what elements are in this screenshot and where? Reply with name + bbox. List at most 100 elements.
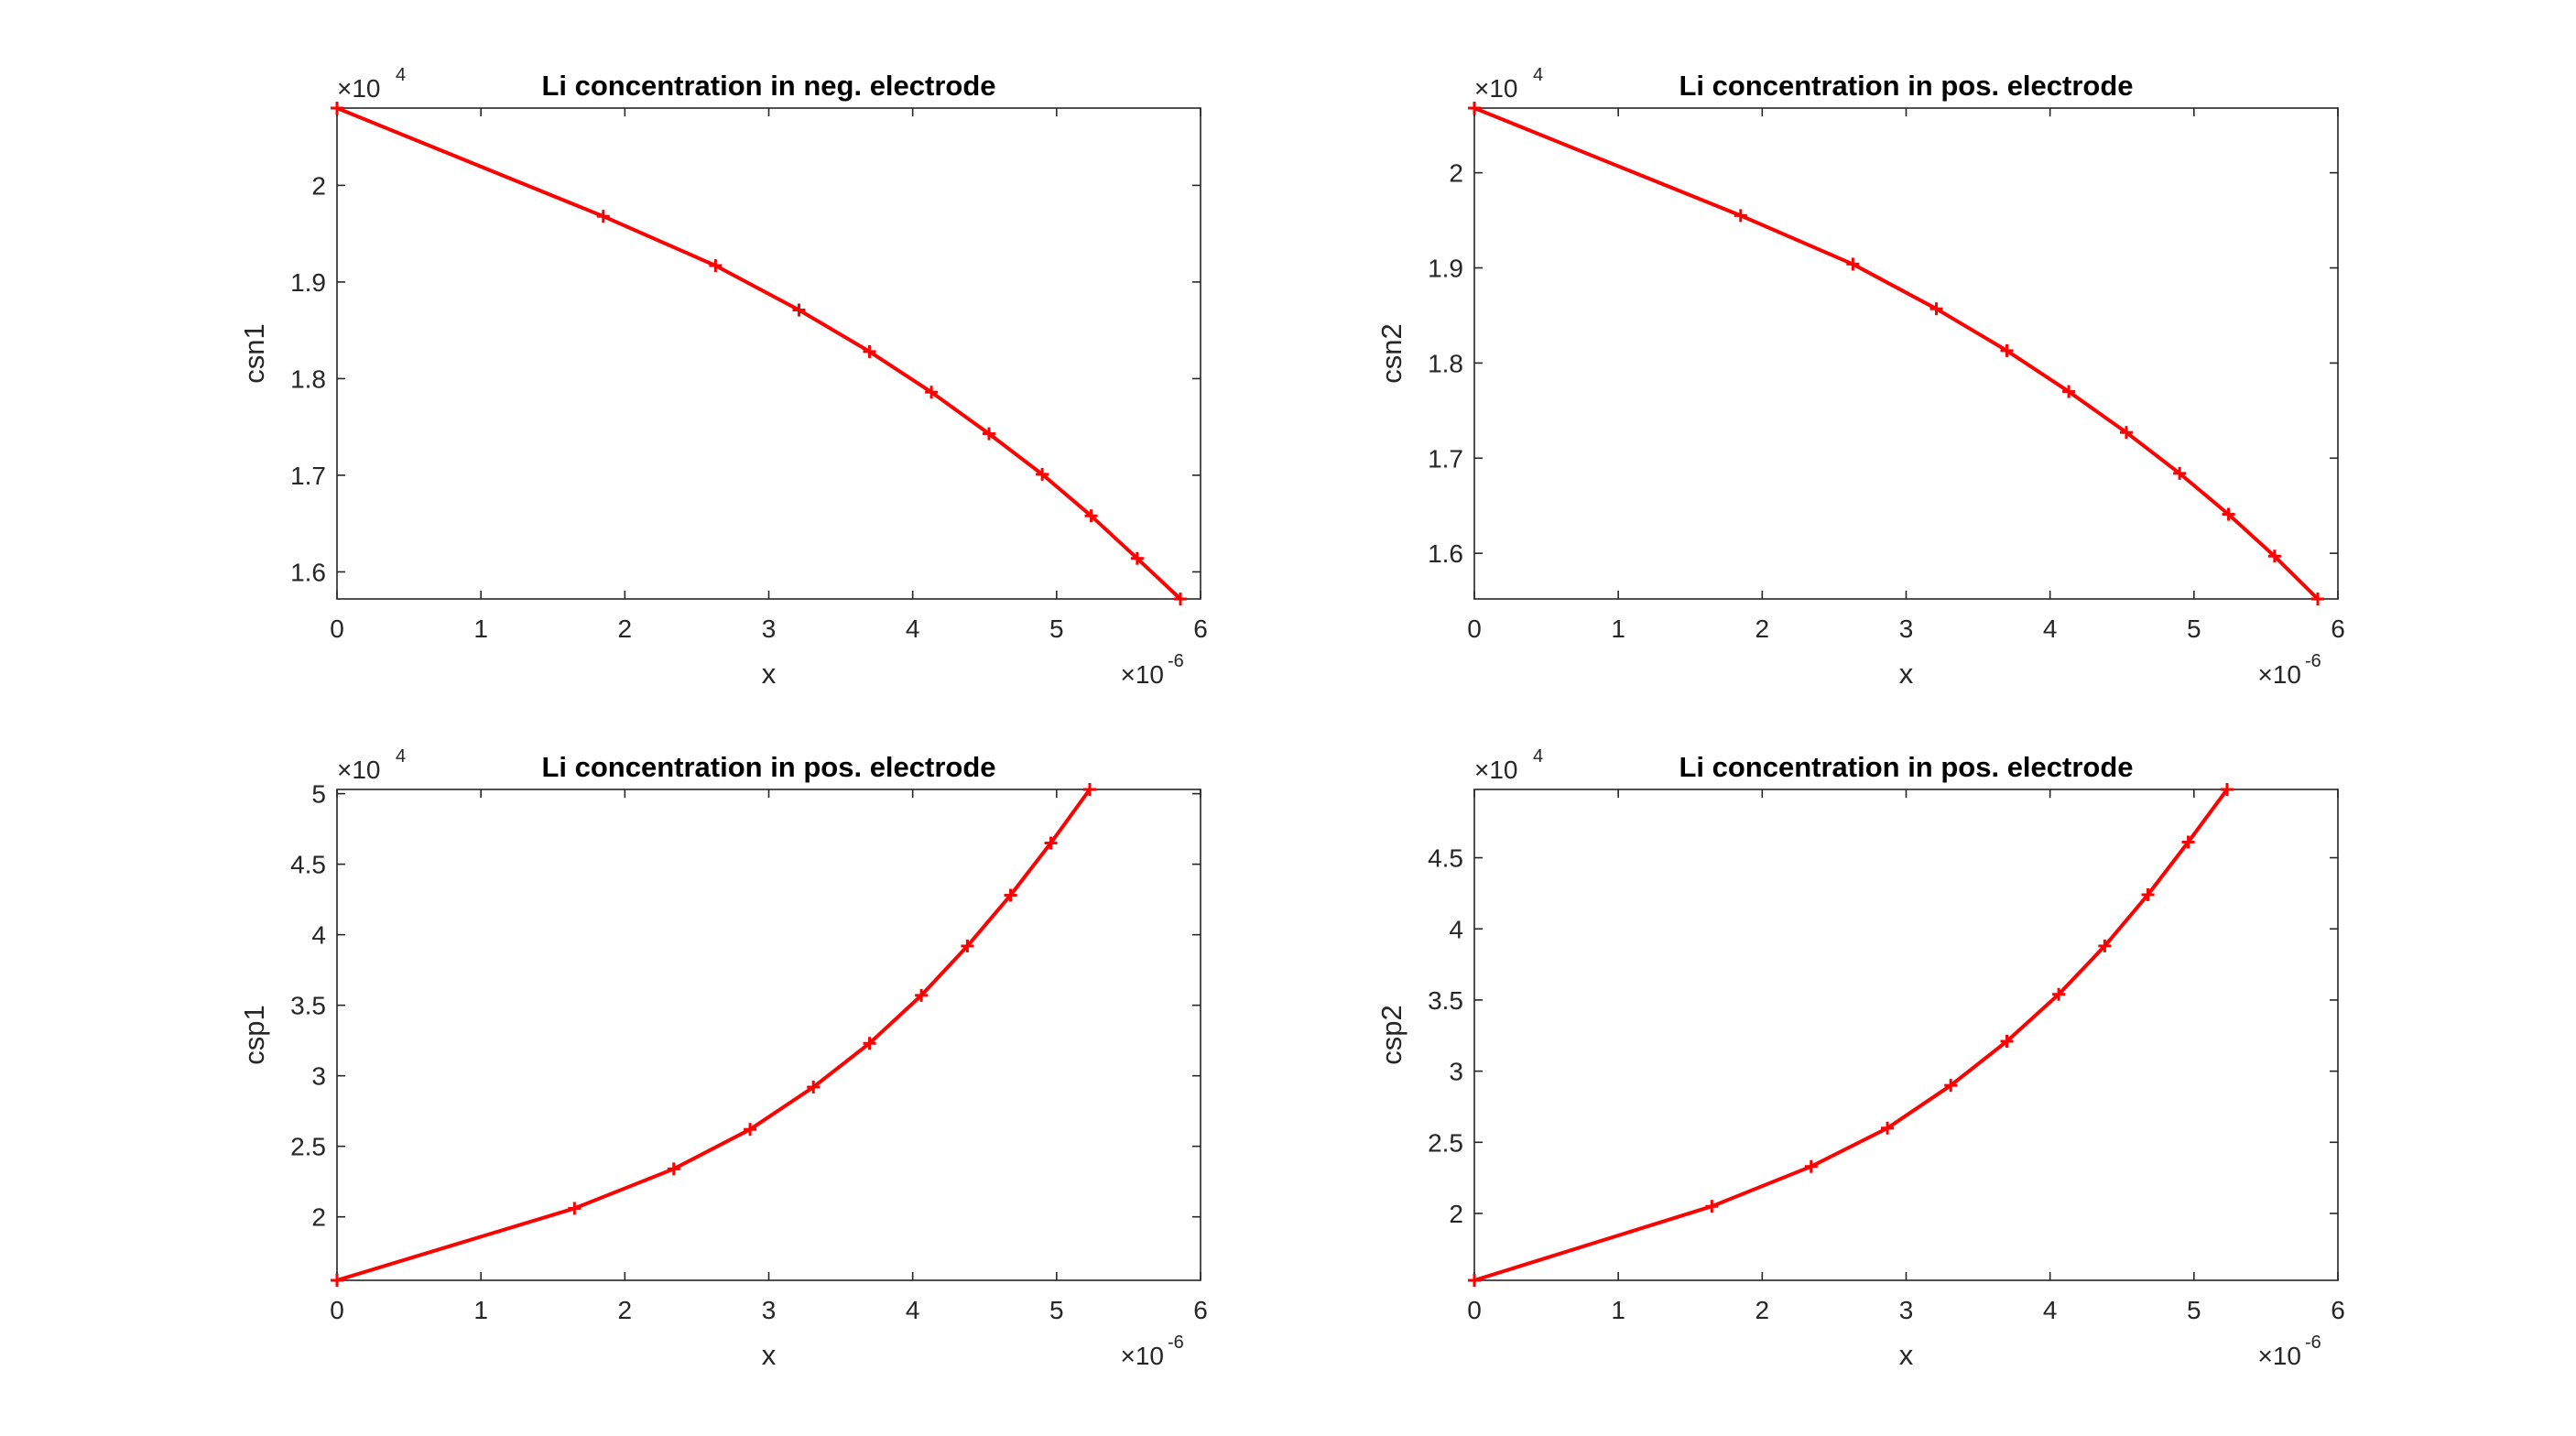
data-point-marker bbox=[961, 939, 974, 952]
x-tick-label: 0 bbox=[1467, 1296, 1482, 1324]
x-exponent-label: ×10 bbox=[1121, 660, 1165, 689]
axes-box bbox=[1473, 789, 2339, 1281]
axes-box bbox=[1473, 107, 2339, 600]
x-tick-label: 5 bbox=[1049, 1296, 1064, 1324]
data-point-marker bbox=[2222, 507, 2235, 521]
y-tick-label: 2 bbox=[1449, 159, 1463, 188]
data-point-marker bbox=[1173, 593, 1187, 605]
x-tick-label: 3 bbox=[1899, 615, 1914, 643]
y-tick-label: 5 bbox=[311, 780, 326, 809]
data-point-marker bbox=[1130, 551, 1144, 565]
x-axis-label: x bbox=[762, 1339, 777, 1371]
data-point-marker bbox=[2119, 426, 2133, 440]
data-point-marker bbox=[744, 1123, 757, 1137]
y-axis-label: csp2 bbox=[1375, 1005, 1408, 1064]
y-tick-label: 4 bbox=[1449, 915, 1463, 943]
y-tick-label: 1.8 bbox=[1428, 349, 1463, 377]
data-point-marker bbox=[1036, 467, 1049, 481]
x-tick-label: 3 bbox=[762, 1296, 777, 1324]
y-tick-label: 1.6 bbox=[1428, 539, 1463, 568]
x-axis-label: x bbox=[762, 658, 777, 690]
data-point-marker bbox=[1804, 1159, 1818, 1173]
y-exponent-label: ×10 bbox=[1474, 74, 1518, 103]
y-tick-label: 1.9 bbox=[290, 268, 326, 297]
y-tick-label: 4 bbox=[311, 921, 326, 950]
chart-title: Li concentration in pos. electrode bbox=[541, 751, 995, 783]
y-axis-label: csn2 bbox=[1375, 323, 1408, 383]
data-point-marker bbox=[1084, 509, 1098, 523]
data-point-marker bbox=[863, 1037, 876, 1050]
data-point-marker bbox=[1705, 1200, 1719, 1213]
x-tick-label: 0 bbox=[330, 615, 344, 643]
axes-box bbox=[336, 107, 1201, 600]
y-tick-label: 2 bbox=[1449, 1200, 1463, 1228]
x-tick-label: 0 bbox=[1467, 615, 1482, 643]
y-tick-label: 3.5 bbox=[1428, 986, 1463, 1015]
x-tick-label: 1 bbox=[1611, 1296, 1625, 1324]
x-tick-label: 4 bbox=[2043, 615, 2058, 643]
data-point-marker bbox=[1944, 1079, 1958, 1093]
data-point-marker bbox=[2173, 466, 2187, 480]
data-point-marker bbox=[2098, 939, 2112, 952]
data-point-marker bbox=[596, 210, 610, 223]
data-point-marker bbox=[2220, 783, 2234, 796]
data-point-marker bbox=[2267, 549, 2281, 563]
x-tick-label: 5 bbox=[2187, 1296, 2201, 1324]
data-point-marker bbox=[1881, 1121, 1895, 1135]
data-point-marker bbox=[792, 303, 806, 317]
x-tick-label: 2 bbox=[618, 1296, 633, 1324]
data-point-marker bbox=[331, 1274, 343, 1287]
subplot-1: 0 1 2 3 4 5 61.61.71.81.92×10 4×10 -6Li concentr… bbox=[238, 65, 1208, 690]
y-tick-label: 4.5 bbox=[290, 851, 326, 879]
y-exponent-power: 4 bbox=[396, 65, 406, 85]
y-tick-label: 1.6 bbox=[290, 558, 326, 586]
y-axis-label: csn1 bbox=[238, 323, 270, 383]
x-axis-label: x bbox=[1899, 1339, 1914, 1371]
data-point-marker bbox=[2000, 1034, 2014, 1048]
chart-title: Li concentration in pos. electrode bbox=[1679, 751, 2133, 783]
subplot-2: 0 1 2 3 4 5 61.61.71.81.92×10 4×10 -6Li concentr… bbox=[1375, 65, 2345, 690]
y-tick-label: 2 bbox=[311, 171, 326, 200]
data-point-marker bbox=[915, 988, 929, 1002]
y-tick-label: 1.9 bbox=[1428, 255, 1463, 283]
x-exponent-power: -6 bbox=[1168, 651, 1184, 671]
y-exponent-label: ×10 bbox=[337, 756, 381, 784]
y-tick-label: 4.5 bbox=[1428, 844, 1463, 873]
data-point-marker bbox=[331, 102, 343, 114]
x-tick-label: 4 bbox=[906, 1296, 920, 1324]
data-point-marker bbox=[709, 258, 723, 272]
chart-title: Li concentration in neg. electrode bbox=[541, 70, 995, 102]
y-axis-label: csp1 bbox=[238, 1005, 270, 1064]
y-tick-label: 2.5 bbox=[1428, 1128, 1463, 1157]
data-point-marker bbox=[2181, 835, 2195, 849]
y-tick-label: 1.8 bbox=[290, 364, 326, 393]
data-point-marker bbox=[667, 1162, 680, 1176]
data-point-marker bbox=[1846, 257, 1860, 271]
x-exponent-label: ×10 bbox=[2258, 1342, 2302, 1370]
data-point-marker bbox=[2141, 887, 2155, 901]
x-tick-label: 6 bbox=[2331, 615, 2345, 643]
data-point-marker bbox=[1468, 1274, 1481, 1287]
x-tick-label: 3 bbox=[762, 615, 777, 643]
x-tick-label: 3 bbox=[1899, 1296, 1914, 1324]
x-tick-label: 1 bbox=[473, 615, 488, 643]
y-tick-label: 2.5 bbox=[290, 1133, 326, 1161]
x-tick-label: 2 bbox=[618, 615, 633, 643]
data-point-marker bbox=[1929, 302, 1943, 316]
x-axis-label: x bbox=[1899, 658, 1914, 690]
x-tick-label: 6 bbox=[2331, 1296, 2345, 1324]
x-tick-label: 4 bbox=[906, 615, 920, 643]
y-tick-label: 3 bbox=[311, 1062, 326, 1091]
x-exponent-power: -6 bbox=[1168, 1333, 1184, 1353]
x-tick-label: 5 bbox=[1049, 615, 1064, 643]
axes-box bbox=[336, 789, 1201, 1281]
x-exponent-power: -6 bbox=[2305, 651, 2321, 671]
data-point-marker bbox=[2310, 593, 2324, 605]
data-point-marker bbox=[2062, 385, 2076, 398]
chart-title: Li concentration in pos. electrode bbox=[1679, 70, 2133, 102]
x-tick-label: 4 bbox=[2043, 1296, 2058, 1324]
data-point-marker bbox=[982, 427, 995, 441]
subplot-4: 0 1 2 3 4 5 622.533.544.5×10 4×10 -6Li concentra… bbox=[1375, 746, 2345, 1371]
